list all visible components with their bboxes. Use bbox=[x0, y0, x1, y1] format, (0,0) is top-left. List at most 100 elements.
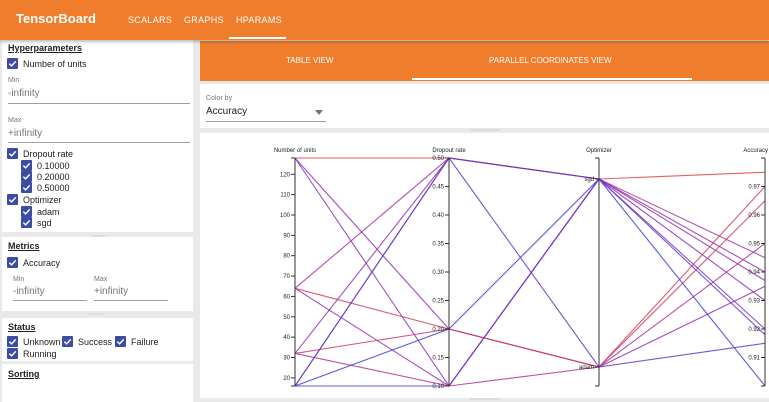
checkbox-checked-icon[interactable] bbox=[7, 336, 18, 347]
color-by-underline bbox=[206, 121, 326, 122]
checkbox-checked-icon[interactable] bbox=[21, 171, 32, 182]
hyperparameters-title: Hyperparameters bbox=[8, 43, 83, 53]
metric-min-underline bbox=[13, 300, 87, 301]
accuracy-label: Accuracy bbox=[23, 257, 61, 268]
axis-title: Optimizer bbox=[586, 148, 612, 154]
num-units-min-underline bbox=[8, 103, 190, 104]
sidebar: Hyperparameters Number of units Min -inf… bbox=[0, 40, 194, 402]
num-units-max-input[interactable]: +infinity bbox=[8, 128, 43, 139]
checkbox-checked-icon[interactable] bbox=[7, 58, 18, 69]
checkbox-checked-icon[interactable] bbox=[21, 160, 32, 171]
num-units-min-input[interactable]: -infinity bbox=[8, 88, 40, 99]
accuracy-checkbox-row[interactable]: Accuracy bbox=[7, 257, 60, 268]
metric-min-label: Min bbox=[13, 276, 25, 283]
optimizer-checkbox-row[interactable]: Optimizer bbox=[7, 194, 62, 205]
axis-tick-label: 0.50 bbox=[432, 156, 444, 162]
axis-tick-label: 70 bbox=[283, 274, 290, 280]
axis-tick-label: 0.25 bbox=[432, 299, 444, 305]
status-failure-row[interactable]: Failure bbox=[115, 336, 159, 347]
dropout-value-row[interactable]: 0.10000 bbox=[21, 160, 70, 171]
section-resize-handle[interactable] bbox=[89, 313, 103, 315]
axis-title: Number of units bbox=[274, 148, 316, 154]
optimizer-value-row[interactable]: sgd bbox=[21, 217, 52, 228]
chevron-down-icon[interactable] bbox=[315, 110, 323, 115]
axis-tick-label: 0.40 bbox=[432, 213, 444, 219]
section-resize-handle[interactable] bbox=[91, 235, 105, 237]
checkbox-checked-icon[interactable] bbox=[21, 217, 32, 228]
status-success-row[interactable]: Success bbox=[62, 336, 112, 347]
checkbox-checked-icon[interactable] bbox=[7, 257, 18, 268]
optimizer-value-label: sgd bbox=[37, 217, 52, 228]
run-line bbox=[295, 157, 766, 180]
status-success-label: Success bbox=[78, 336, 113, 347]
checkbox-checked-icon[interactable] bbox=[7, 348, 18, 359]
tab-graphs[interactable]: GRAPHS bbox=[184, 15, 224, 25]
axis-tick-label: adam bbox=[579, 365, 594, 371]
dropout-value-row[interactable]: 0.20000 bbox=[21, 171, 70, 182]
axis-tick-label: 0.15 bbox=[432, 356, 444, 362]
axis-tick-label: 80 bbox=[283, 254, 290, 260]
run-lines bbox=[294, 157, 766, 387]
run-line bbox=[295, 178, 766, 387]
color-by-select[interactable]: Accuracy bbox=[206, 106, 248, 117]
num-units-label: Number of units bbox=[23, 58, 87, 69]
axis-tick-label: 40 bbox=[283, 335, 290, 341]
dropout-label: Dropout rate bbox=[23, 148, 74, 159]
axis-tick-label: 20 bbox=[283, 376, 290, 382]
axis-tick-label: 0.45 bbox=[432, 185, 444, 191]
run-line bbox=[294, 178, 766, 387]
panel-resize-handle[interactable] bbox=[470, 129, 500, 131]
dropout-value-label: 0.20000 bbox=[37, 171, 70, 182]
status-card: Status Unknown Success Failure Running bbox=[2, 318, 193, 361]
top-app-bar: TensorBoard SCALARS GRAPHS HPARAMS bbox=[0, 0, 769, 40]
run-line bbox=[294, 243, 766, 387]
run-line bbox=[294, 186, 766, 368]
optimizer-label: Optimizer bbox=[23, 194, 62, 205]
checkbox-checked-icon[interactable] bbox=[21, 206, 32, 217]
dropout-value-row[interactable]: 0.50000 bbox=[21, 182, 70, 193]
tab-table-view[interactable]: TABLE VIEW bbox=[286, 56, 334, 65]
axis-tick-label: 90 bbox=[283, 233, 290, 239]
checkbox-checked-icon[interactable] bbox=[7, 194, 18, 205]
axis-tick-label: 0.92 bbox=[748, 327, 760, 333]
status-unknown-label: Unknown bbox=[23, 336, 61, 347]
dropout-checkbox-row[interactable]: Dropout rate bbox=[7, 148, 73, 159]
metric-max-label: Max bbox=[94, 276, 108, 283]
checkbox-checked-icon[interactable] bbox=[62, 336, 73, 347]
parallel-coordinates-panel: Number of units 20 30 40 50 60 70 80 90 100 110 120… bbox=[200, 133, 769, 398]
parallel-coordinates-chart[interactable]: Number of units 20 30 40 50 60 70 80 90 100 110 120… bbox=[200, 133, 769, 398]
status-running-label: Running bbox=[23, 348, 57, 359]
view-tabs-bar: TABLE VIEW PARALLEL COORDINATES VIEW bbox=[200, 41, 769, 81]
active-tab-indicator bbox=[229, 37, 286, 39]
tab-parallel-coordinates-view[interactable]: PARALLEL COORDINATES VIEW bbox=[489, 56, 612, 65]
tab-hparams[interactable]: HPARAMS bbox=[236, 15, 282, 25]
axis-tick-label: 0.20 bbox=[432, 327, 444, 333]
optimizer-value-row[interactable]: adam bbox=[21, 206, 60, 217]
axis-tick-label: sgd bbox=[584, 177, 594, 183]
status-title: Status bbox=[8, 322, 36, 332]
status-unknown-row[interactable]: Unknown bbox=[7, 336, 61, 347]
app-brand: TensorBoard bbox=[16, 11, 96, 26]
active-view-indicator bbox=[412, 78, 692, 80]
metric-max-input[interactable]: +infinity bbox=[94, 286, 129, 297]
run-line bbox=[294, 157, 766, 354]
axis-tick-label: 0.93 bbox=[748, 299, 760, 305]
axis-title: Accuracy bbox=[743, 148, 768, 154]
axis-tick-label: 60 bbox=[283, 294, 290, 300]
checkbox-checked-icon[interactable] bbox=[7, 148, 18, 159]
panel-resize-handle[interactable] bbox=[470, 398, 500, 400]
checkbox-checked-icon[interactable] bbox=[115, 336, 126, 347]
num-units-min-label: Min bbox=[8, 77, 20, 84]
run-line bbox=[294, 157, 766, 387]
tab-scalars[interactable]: SCALARS bbox=[128, 15, 173, 25]
num-units-checkbox-row[interactable]: Number of units bbox=[7, 58, 87, 69]
status-running-row[interactable]: Running bbox=[7, 348, 57, 359]
axis-tick-label: 0.95 bbox=[748, 242, 760, 248]
num-units-max-label: Max bbox=[8, 117, 22, 124]
metric-min-input[interactable]: -infinity bbox=[13, 286, 45, 297]
checkbox-checked-icon[interactable] bbox=[21, 182, 32, 193]
axis-tick-label: 0.10 bbox=[432, 384, 444, 390]
axis-tick-label: 120 bbox=[280, 172, 291, 178]
axis-title: Dropout rate bbox=[432, 148, 466, 154]
axis-tick-label: 0.96 bbox=[748, 213, 760, 219]
